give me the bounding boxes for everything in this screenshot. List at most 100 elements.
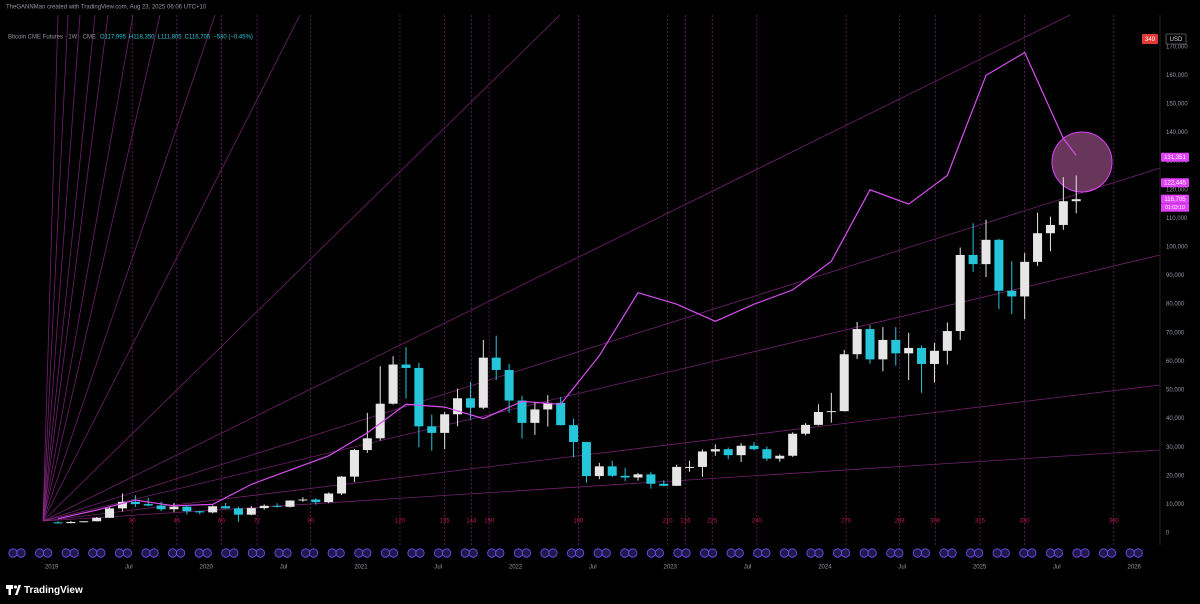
event-icon xyxy=(114,548,125,558)
x-tick-label: 2024 xyxy=(818,565,832,571)
y-tick-label: 160,000 xyxy=(1166,73,1188,79)
event-icon xyxy=(859,548,869,558)
candle-body xyxy=(66,521,76,524)
candle-body xyxy=(865,329,875,360)
event-icon xyxy=(753,548,763,558)
y-tick-label: 110,000 xyxy=(1166,216,1188,222)
candle-body xyxy=(401,364,411,368)
price-label: 131,351 xyxy=(1164,155,1186,161)
currency[interactable]: USD xyxy=(1170,37,1183,43)
event-icon xyxy=(300,548,311,558)
candle-body xyxy=(324,493,334,503)
event-icon xyxy=(1019,548,1029,558)
x-tick-label: Jul xyxy=(744,565,752,571)
cycle-label: 288 xyxy=(895,519,906,525)
candle-body xyxy=(465,398,475,408)
event-icon-dot xyxy=(867,548,877,558)
candle-body xyxy=(517,400,527,423)
y-tick-label: 40,000 xyxy=(1166,416,1185,422)
y-tick-label: 90,000 xyxy=(1166,273,1185,279)
legend-ohlc: H118,350 xyxy=(129,35,155,41)
candle-body xyxy=(556,402,566,426)
x-tick-label: Jul xyxy=(898,565,906,571)
cycle-label: 144 xyxy=(466,519,477,525)
event-icon xyxy=(221,548,231,558)
event-icon xyxy=(699,548,710,558)
candle-body xyxy=(878,339,888,360)
y-tick-label: 120,000 xyxy=(1166,187,1188,193)
event-icon xyxy=(8,548,18,558)
candle-body xyxy=(117,501,127,509)
event-icon-dot xyxy=(707,548,718,558)
y-tick-label: 70,000 xyxy=(1166,330,1185,336)
event-icon-dot xyxy=(282,548,292,558)
fan-line xyxy=(42,14,161,522)
event-icon xyxy=(274,548,284,558)
legend-ohlc: C116,705 xyxy=(185,35,211,41)
legend-title: Bitcoin CME Futures · 1W · CME xyxy=(8,35,96,41)
x-tick-label: Jul xyxy=(434,565,442,571)
cycle-label: 45 xyxy=(174,519,181,525)
y-tick-label: 20,000 xyxy=(1166,473,1185,479)
alert-badge-box xyxy=(1142,34,1158,44)
candle-body xyxy=(285,500,295,507)
event-icon xyxy=(407,548,417,558)
fan-line xyxy=(42,14,1071,522)
cycle-label: 90 xyxy=(307,519,314,525)
event-icon-dot xyxy=(548,548,558,558)
header: TheGANNMan created with TradingView.com,… xyxy=(6,5,207,11)
gann-fan xyxy=(42,14,1161,522)
candle-body xyxy=(156,505,166,510)
candle-body xyxy=(607,466,617,476)
event-icon xyxy=(327,548,337,558)
price-label: 116,705 xyxy=(1164,197,1186,203)
event-icon-dot xyxy=(468,548,478,558)
candle-body xyxy=(298,499,308,501)
brand-logo: TradingView xyxy=(6,585,83,596)
event-icon xyxy=(61,548,71,558)
price-label: 122,445 xyxy=(1164,180,1186,186)
event-icon-dot xyxy=(202,548,212,558)
candle-body xyxy=(620,475,630,478)
candle-body xyxy=(375,403,385,439)
cycle-label: 216 xyxy=(680,519,691,525)
cycle-label: 330 xyxy=(1020,519,1031,525)
event-icon xyxy=(354,548,364,558)
event-icon xyxy=(540,548,550,558)
event-icon-dot xyxy=(362,548,372,558)
event-icon-dot xyxy=(894,548,904,558)
legend: Bitcoin CME Futures · 1W · CME O117,995 H… xyxy=(8,35,253,41)
candle-body xyxy=(1007,290,1017,297)
y-tick-label: 140,000 xyxy=(1166,130,1188,136)
currency-box[interactable] xyxy=(1165,33,1187,45)
fan-line xyxy=(42,167,1161,522)
highlight-circle xyxy=(1051,131,1113,193)
cycle-label: 225 xyxy=(707,519,718,525)
candle-body xyxy=(530,409,540,423)
y-tick-label: 30,000 xyxy=(1166,445,1185,451)
event-icon-dot xyxy=(601,548,611,558)
event-icon-dot xyxy=(122,548,133,558)
event-icon-dot xyxy=(814,548,824,558)
candle-body xyxy=(182,506,192,512)
event-icon-dot xyxy=(441,548,452,558)
event-icons xyxy=(8,548,1143,558)
event-icon xyxy=(832,548,843,558)
candle-body xyxy=(633,474,643,478)
candle-body xyxy=(440,414,450,433)
candle-body xyxy=(337,476,347,494)
event-icon xyxy=(168,548,178,558)
candle-body xyxy=(813,411,823,425)
candle-body xyxy=(852,329,862,355)
event-icon-dot xyxy=(16,548,26,558)
fan-line xyxy=(42,14,69,522)
event-icon xyxy=(593,548,603,558)
cycle-label: 270 xyxy=(841,519,852,525)
event-icon-dot xyxy=(654,548,665,558)
event-icon xyxy=(460,548,470,558)
event-icon-dot xyxy=(388,548,398,558)
fan-line xyxy=(42,254,1161,522)
overlay-line xyxy=(57,51,1077,520)
